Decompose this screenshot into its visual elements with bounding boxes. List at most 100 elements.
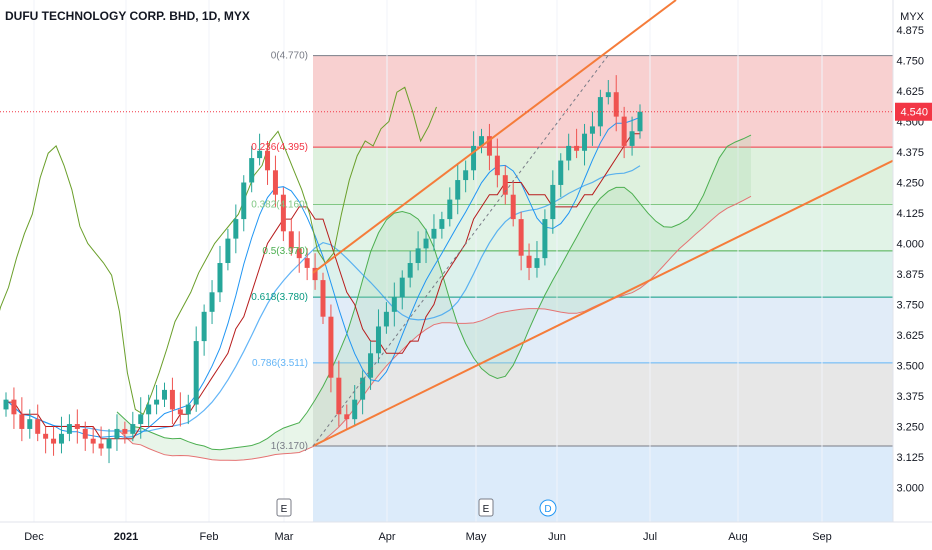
- price-tick-label: 3.875: [896, 269, 924, 281]
- candle-body: [74, 424, 80, 429]
- channel-lower-line[interactable]: [312, 140, 932, 447]
- candle-body: [574, 145, 580, 151]
- candle-body: [589, 126, 595, 134]
- fib-label: 1(3.170): [271, 441, 308, 452]
- candle-body: [431, 228, 437, 239]
- candle-body: [566, 145, 572, 161]
- candle-body: [360, 377, 366, 400]
- candle-body: [613, 92, 619, 117]
- candle-body: [439, 219, 445, 229]
- candle-body: [177, 409, 183, 415]
- time-tick-label: Feb: [200, 531, 219, 543]
- candle-body: [534, 258, 540, 268]
- candle-body: [217, 263, 223, 293]
- candle-body: [162, 389, 167, 400]
- candle-body: [383, 311, 389, 327]
- fib-band: [313, 297, 893, 363]
- fib-labels: 0(4.770) 0.236(4.395) 0.382(4.160) 0.5(3.97…: [251, 51, 308, 452]
- price-tick-label: 4.875: [896, 25, 924, 37]
- candle-body: [257, 150, 263, 159]
- candle-body: [98, 443, 104, 449]
- candle-body: [605, 92, 611, 98]
- candle-body: [154, 399, 160, 405]
- candle-body: [312, 267, 318, 281]
- time-tick-label: Dec: [24, 531, 44, 543]
- candle-body: [106, 438, 112, 449]
- candle-body: [122, 428, 128, 434]
- lagging-span-line: [0, 86, 437, 416]
- price-tick-label: 4.125: [896, 208, 924, 220]
- candle-body: [352, 399, 358, 420]
- candle-body: [43, 433, 49, 439]
- candle-body: [3, 399, 9, 410]
- candle-body: [391, 297, 397, 312]
- earnings-marker[interactable]: [478, 498, 494, 517]
- candle-body: [146, 404, 152, 415]
- time-tick-label: Jul: [643, 531, 657, 543]
- price-tick-label: 4.625: [896, 86, 924, 98]
- candle-body: [296, 248, 302, 259]
- candle-body: [304, 258, 310, 268]
- last-price-label: 4.540: [900, 107, 928, 119]
- candle-body: [66, 424, 72, 434]
- candle-body: [510, 194, 516, 220]
- ema-line: [5, 116, 641, 438]
- channel-upper-line[interactable]: [312, 0, 677, 274]
- candle-body: [225, 238, 231, 264]
- candle-body: [288, 231, 294, 249]
- fib-label: 0(4.770): [271, 51, 308, 62]
- candle-body: [558, 160, 564, 185]
- candle-body: [233, 219, 239, 239]
- candle-body: [518, 219, 524, 256]
- candle-body: [241, 182, 247, 220]
- price-tick-label: 3.125: [896, 452, 924, 464]
- candle-body: [344, 414, 350, 420]
- price-tick-label: 4.000: [896, 239, 924, 251]
- fib-label: 0.786(3.511): [252, 358, 308, 369]
- fib-band: [313, 362, 893, 447]
- slow-ma-line: [5, 165, 641, 433]
- candle-body: [375, 326, 381, 354]
- time-tick-label: Sep: [812, 531, 832, 543]
- candle-body: [542, 219, 548, 259]
- fib-label: 0.5(3.970): [262, 246, 308, 257]
- time-tick-label: Mar: [275, 531, 294, 543]
- fib-band: [313, 204, 893, 251]
- candle-body: [637, 111, 643, 132]
- candle-body: [582, 133, 588, 151]
- candle-body: [407, 263, 413, 278]
- earnings-marker[interactable]: [276, 498, 292, 517]
- dividend-marker[interactable]: [539, 499, 557, 517]
- time-tick-label: Apr: [378, 531, 395, 543]
- candle-body: [423, 238, 429, 249]
- candle-body: [11, 399, 17, 415]
- candle-body: [138, 414, 144, 425]
- fib-band: [313, 446, 893, 522]
- fib-label: 0.236(4.395): [251, 142, 308, 153]
- time-tick-label: 2021: [114, 531, 138, 543]
- price-tick-label: 3.000: [896, 483, 924, 495]
- fib-label: 0.618(3.780): [251, 292, 308, 303]
- price-axis-bg: [893, 0, 932, 522]
- trend-channel: [312, 0, 932, 447]
- candle-body: [169, 389, 175, 410]
- candle-body: [494, 155, 500, 176]
- price-axis-currency: MYX: [900, 11, 925, 23]
- candle-body: [82, 428, 88, 439]
- time-axis: Dec 2021 Feb Mar Apr May Jun Jul Aug Sep: [0, 521, 932, 543]
- candle-body: [209, 292, 215, 312]
- candle-body: [502, 175, 508, 195]
- earnings-marker-label: E: [483, 504, 490, 515]
- candle-body: [90, 438, 96, 444]
- price-tick-label: 3.750: [896, 300, 924, 312]
- chart-title: DUFU TECHNOLOGY CORP. BHD, 1D, MYX: [5, 9, 250, 23]
- candle-body: [328, 316, 334, 378]
- candles: [3, 75, 643, 464]
- price-tick-label: 3.375: [896, 391, 924, 403]
- candle-body: [201, 311, 207, 342]
- last-price-badge: [895, 102, 932, 121]
- candle-body: [27, 419, 33, 429]
